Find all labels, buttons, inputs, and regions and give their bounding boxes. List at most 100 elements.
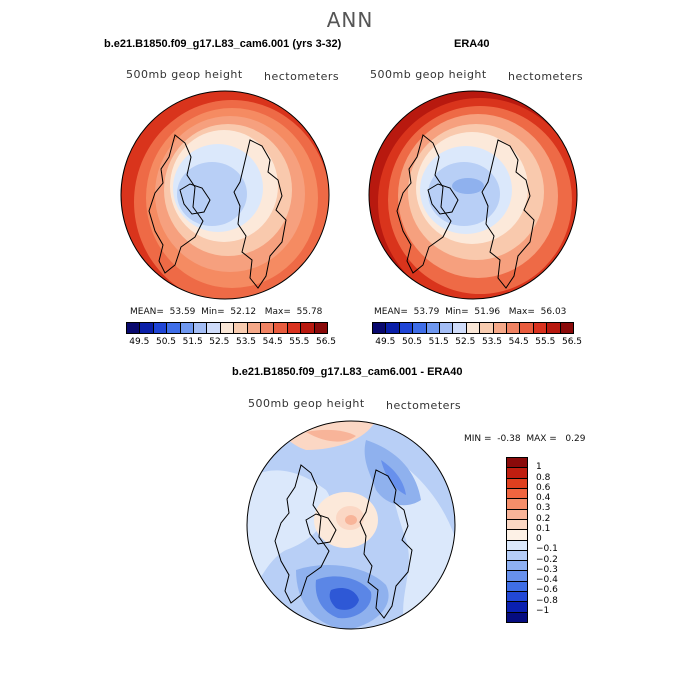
diff-colorbar-swatch xyxy=(507,530,527,541)
colorbar-swatch xyxy=(426,323,441,333)
diff-variable-label: 500mb geop height xyxy=(248,397,365,410)
diff-colorbar-tick-label: −0.3 xyxy=(536,564,558,575)
diff-colorbar-tick-label: −1 xyxy=(536,605,550,616)
colorbar-swatch xyxy=(413,323,427,333)
figure-title: ANN xyxy=(326,8,374,32)
diff-colorbar-tick-label: 1 xyxy=(536,462,542,473)
panel2-max-label: Max= xyxy=(508,307,535,317)
colorbar-tick-label: 56.5 xyxy=(561,337,583,347)
panel1-polar-map xyxy=(120,90,330,300)
diff-colorbar-swatch xyxy=(507,499,527,510)
colorbar-swatch xyxy=(261,323,275,333)
diff-colorbar-swatch xyxy=(507,581,527,593)
panel1-colorbar xyxy=(126,322,328,334)
diff-panel-title: b.e21.B1850.f09_g17.L83_cam6.001 - ERA40 xyxy=(232,366,463,378)
colorbar-swatch xyxy=(507,323,521,333)
colorbar-swatch xyxy=(373,323,387,333)
panel1-variable-label: 500mb geop height xyxy=(126,68,243,81)
diff-colorbar-tick-label: −0.1 xyxy=(536,544,558,555)
diff-min-value: -0.38 xyxy=(497,434,521,444)
diff-colorbar-swatch xyxy=(507,540,527,551)
panel2-min-label: Min= xyxy=(445,307,469,317)
diff-colorbar-tick-label: 0.8 xyxy=(536,472,551,483)
panel2-colorbar-ticks: 49.5 50.5 51.5 52.5 53.5 54.5 55.5 56.5 xyxy=(372,337,582,349)
colorbar-swatch xyxy=(220,323,235,333)
colorbar-tick-label: 51.5 xyxy=(428,337,449,347)
panel1-title: b.e21.B1850.f09_g17.L83_cam6.001 (yrs 3-… xyxy=(104,38,342,50)
colorbar-swatch xyxy=(386,323,400,333)
panel1-max-value: 55.78 xyxy=(296,307,323,317)
diff-colorbar-ticks: 1 0.8 0.6 0.4 0.3 0.2 0.1 0 −0.1 −0.2 −0.3 −0.4 −0.6… xyxy=(536,457,576,621)
diff-colorbar-tick-label: 0 xyxy=(536,534,542,544)
diff-units-label: hectometers xyxy=(386,399,462,412)
colorbar-swatch xyxy=(274,323,288,333)
diff-colorbar-swatch xyxy=(507,478,527,489)
diff-colorbar-swatch xyxy=(507,561,527,572)
colorbar-swatch xyxy=(314,323,328,333)
colorbar-swatch xyxy=(167,323,181,333)
colorbar-tick-label: 54.5 xyxy=(262,337,283,347)
diff-colorbar-swatch xyxy=(507,509,527,520)
diff-colorbar-tick-label: −0.4 xyxy=(536,575,558,585)
diff-polar-map xyxy=(246,420,456,630)
diff-colorbar-swatch xyxy=(507,592,527,603)
diff-colorbar-tick-label: −0.8 xyxy=(536,595,558,606)
panel1-stats: MEAN= 53.59 Min= 52.12 Max= 55.78 xyxy=(130,307,322,317)
panel2-stats: MEAN= 53.79 Min= 51.96 Max= 56.03 xyxy=(374,307,566,317)
colorbar-swatch xyxy=(440,323,454,333)
diff-colorbar-swatch xyxy=(507,488,527,500)
diff-colorbar-tick-label: 0.4 xyxy=(536,493,551,503)
colorbar-swatch xyxy=(560,323,574,333)
colorbar-tick-label: 50.5 xyxy=(401,337,423,347)
colorbar-tick-label: 52.5 xyxy=(209,337,230,347)
colorbar-tick-label: 50.5 xyxy=(155,337,177,347)
diff-colorbar-swatch xyxy=(507,571,527,582)
colorbar-tick-label: 53.5 xyxy=(235,337,257,347)
diff-colorbar-tick-label: −0.2 xyxy=(536,554,558,565)
colorbar-swatch xyxy=(127,323,141,333)
diff-min-label: MIN = xyxy=(464,434,492,444)
colorbar-tick-label: 55.5 xyxy=(535,337,556,347)
panel1-units-label: hectometers xyxy=(264,70,340,83)
diff-stats: MIN = -0.38 MAX = 0.29 xyxy=(464,434,585,444)
panel1-min-label: Min= xyxy=(201,307,225,317)
colorbar-swatch xyxy=(493,323,508,333)
colorbar-tick-label: 54.5 xyxy=(508,337,529,347)
colorbar-swatch xyxy=(247,323,262,333)
colorbar-swatch xyxy=(194,323,208,333)
panel1-mean-value: 53.59 xyxy=(169,307,196,317)
colorbar-tick-label: 55.5 xyxy=(289,337,310,347)
colorbar-swatch xyxy=(180,323,195,333)
panel2-variable-label: 500mb geop height xyxy=(370,68,487,81)
colorbar-swatch xyxy=(234,323,248,333)
colorbar-tick-label: 53.5 xyxy=(481,337,503,347)
colorbar-swatch xyxy=(466,323,481,333)
diff-colorbar-tick-label: 0.1 xyxy=(536,523,551,534)
colorbar-swatch xyxy=(399,323,414,333)
colorbar-tick-label: 49.5 xyxy=(129,337,150,347)
colorbar-swatch xyxy=(480,323,494,333)
colorbar-swatch xyxy=(547,323,561,333)
panel2-polar-map xyxy=(368,90,578,300)
diff-colorbar-tick-label: −0.6 xyxy=(536,585,558,596)
diff-max-label: MAX = xyxy=(526,434,557,444)
diff-colorbar-tick-label: 0.3 xyxy=(536,503,551,514)
panel1-colorbar-ticks: 49.5 50.5 51.5 52.5 53.5 54.5 55.5 56.5 xyxy=(126,337,336,349)
colorbar-tick-label: 52.5 xyxy=(455,337,476,347)
diff-colorbar-swatch xyxy=(507,612,527,622)
colorbar-tick-label: 49.5 xyxy=(375,337,396,347)
panel2-units-label: hectometers xyxy=(508,70,584,83)
panel2-max-value: 56.03 xyxy=(540,307,567,317)
diff-colorbar-swatch xyxy=(507,458,527,469)
panel2-colorbar xyxy=(372,322,574,334)
panel2-title: ERA40 xyxy=(454,38,490,50)
colorbar-tick-label: 56.5 xyxy=(315,337,337,347)
colorbar-swatch xyxy=(533,323,548,333)
diff-colorbar-swatch xyxy=(507,550,527,562)
colorbar-swatch xyxy=(301,323,315,333)
colorbar-swatch xyxy=(287,323,302,333)
diff-colorbar-swatch xyxy=(507,468,527,479)
panel1-min-value: 52.12 xyxy=(230,307,257,317)
diff-colorbar-swatch xyxy=(507,602,527,613)
colorbar-swatch xyxy=(207,323,221,333)
